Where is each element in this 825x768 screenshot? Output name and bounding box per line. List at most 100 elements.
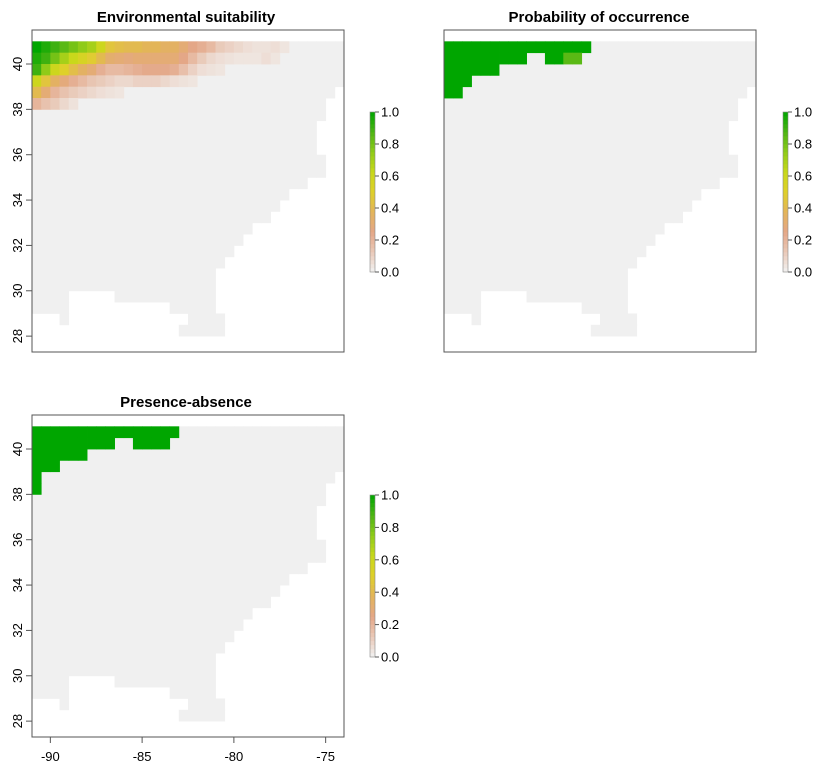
land-cell xyxy=(206,494,216,507)
land-cell xyxy=(627,324,638,337)
land-cell xyxy=(114,200,125,212)
plot-frame xyxy=(443,29,757,353)
land-cell xyxy=(188,268,198,280)
land-cell xyxy=(206,687,216,699)
land-cell xyxy=(206,154,216,167)
value-cell xyxy=(50,449,60,461)
land-cell xyxy=(77,98,88,110)
land-cell xyxy=(627,41,638,54)
land-cell xyxy=(691,132,702,144)
land-cell xyxy=(279,505,290,518)
land-cell xyxy=(105,449,115,461)
value-cell xyxy=(453,64,463,76)
land-cell xyxy=(59,188,70,201)
land-cell xyxy=(41,641,51,654)
land-cell xyxy=(572,120,583,133)
land-cell xyxy=(480,98,491,110)
land-cell xyxy=(105,143,115,156)
land-cell xyxy=(453,188,463,201)
land-cell xyxy=(206,256,216,269)
land-cell xyxy=(215,539,226,552)
land-cell xyxy=(636,132,647,144)
land-cell xyxy=(252,211,262,224)
land-cell xyxy=(68,132,79,144)
land-cell xyxy=(114,483,125,495)
land-cell xyxy=(673,98,683,110)
land-cell xyxy=(142,177,152,190)
land-cell xyxy=(233,75,244,88)
land-cell xyxy=(142,517,152,529)
land-cell xyxy=(59,517,70,529)
legend-swatch xyxy=(370,124,375,129)
land-cell xyxy=(700,154,711,167)
land-cell xyxy=(462,177,472,190)
land-cell xyxy=(535,75,546,88)
land-cell xyxy=(279,188,290,201)
value-cell xyxy=(215,64,226,76)
land-cell xyxy=(489,154,500,167)
land-cell xyxy=(151,460,161,473)
land-cell xyxy=(453,132,463,144)
land-cell xyxy=(682,188,693,201)
land-cell xyxy=(114,98,125,110)
land-cell xyxy=(215,573,226,586)
legend-tick-label: 0.8 xyxy=(381,137,399,152)
land-cell xyxy=(471,290,482,303)
land-cell xyxy=(41,188,51,201)
land-cell xyxy=(105,245,115,258)
land-cell xyxy=(77,211,88,224)
land-cell xyxy=(252,596,262,609)
land-cell xyxy=(59,528,70,541)
land-cell xyxy=(41,234,51,246)
land-cell xyxy=(123,154,134,167)
land-cell xyxy=(444,132,454,144)
legend-swatch xyxy=(370,571,375,577)
land-cell xyxy=(252,494,262,507)
land-cell xyxy=(270,154,281,167)
land-cell xyxy=(206,177,216,190)
land-cell xyxy=(645,143,656,156)
legend-tick-label: 0.2 xyxy=(381,233,399,248)
land-cell xyxy=(224,222,235,235)
land-cell xyxy=(517,154,527,167)
land-cell xyxy=(169,290,180,303)
value-cell xyxy=(499,52,509,65)
legend-swatch xyxy=(783,164,788,169)
land-cell xyxy=(627,177,638,190)
land-cell xyxy=(554,256,564,269)
land-cell xyxy=(188,709,198,722)
land-cell xyxy=(243,188,253,201)
land-cell xyxy=(655,211,665,224)
land-cell xyxy=(197,313,207,326)
land-cell xyxy=(178,188,189,201)
land-cell xyxy=(215,641,226,654)
land-cell xyxy=(41,505,51,518)
legend-tick-label: 0.4 xyxy=(381,585,399,600)
value-cell xyxy=(132,64,143,76)
land-cell xyxy=(233,154,244,167)
land-cell xyxy=(68,607,79,620)
land-cell xyxy=(252,460,262,473)
land-cell xyxy=(178,222,189,235)
land-cell xyxy=(609,64,619,76)
land-cell xyxy=(609,200,619,212)
land-cell xyxy=(581,120,592,133)
land-cell xyxy=(142,596,152,609)
value-cell xyxy=(105,86,115,99)
land-cell xyxy=(114,234,125,246)
land-cell xyxy=(77,245,88,258)
land-cell xyxy=(270,188,281,201)
land-cell xyxy=(444,143,454,156)
land-cell xyxy=(197,109,207,122)
land-cell xyxy=(169,132,180,144)
land-cell xyxy=(132,143,143,156)
value-cell xyxy=(50,64,60,76)
land-cell xyxy=(508,109,518,122)
land-cell xyxy=(499,222,509,235)
land-cell xyxy=(50,528,60,541)
land-cell xyxy=(719,64,729,76)
legend-swatch xyxy=(783,140,788,145)
land-cell xyxy=(77,596,88,609)
land-cell xyxy=(270,449,281,461)
land-cell xyxy=(243,211,253,224)
